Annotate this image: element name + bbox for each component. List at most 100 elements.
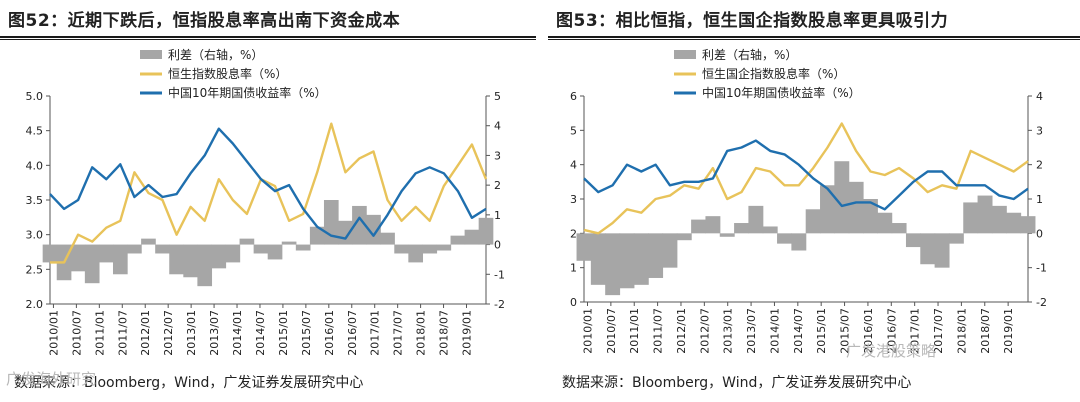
spread-bar bbox=[777, 233, 792, 244]
spread-bar bbox=[98, 244, 114, 263]
spread-bar bbox=[619, 233, 635, 289]
x-tick-label: 2014/07 bbox=[792, 308, 805, 354]
left-tick-label: 5 bbox=[570, 124, 577, 137]
source-note: 数据来源：Bloomberg，Wind，广发证券发展研究中心 bbox=[14, 375, 364, 391]
chart-panel-53: 图53：相比恒指，恒生国企指数股息率更具吸引力 6 5 4 3 2 1 0 4 3 2 1 0 -1 -2… bbox=[548, 0, 1080, 402]
spread-bar bbox=[848, 181, 864, 234]
x-tick-label: 2011/07 bbox=[116, 310, 129, 356]
watermark: 广发海外研究 bbox=[6, 370, 97, 388]
x-tick-label: 2013/07 bbox=[745, 308, 758, 354]
spread-bar bbox=[605, 233, 621, 296]
x-tick-label: 2018/07 bbox=[438, 310, 451, 356]
title-rule-thin bbox=[548, 39, 1080, 40]
spread-bar bbox=[408, 244, 424, 263]
spread-bar bbox=[977, 195, 993, 234]
spread-bar bbox=[805, 209, 821, 234]
dividend-yield-line bbox=[50, 122, 488, 264]
spread-bar bbox=[436, 244, 452, 251]
x-tick-label: 2018/07 bbox=[979, 308, 992, 354]
spread-bar bbox=[791, 233, 807, 251]
left-tick-label: 4.5 bbox=[26, 125, 44, 138]
spread-bar bbox=[309, 226, 325, 245]
spread-bar bbox=[662, 233, 678, 268]
spread-bar bbox=[963, 202, 979, 234]
x-tick-label: 2016/07 bbox=[346, 310, 359, 356]
legend-label: 恒生指数股息率（%） bbox=[168, 66, 287, 81]
x-tick-label: 2015/01 bbox=[815, 308, 828, 354]
spread-bar bbox=[450, 235, 466, 245]
right-tick-label: 1 bbox=[494, 209, 501, 222]
right-tick-label: -2 bbox=[494, 298, 505, 311]
left-tick-label: 4.0 bbox=[26, 159, 44, 172]
left-tick-label: 2.5 bbox=[26, 263, 44, 276]
spread-bar bbox=[633, 233, 649, 285]
right-tick-label: 0 bbox=[494, 239, 501, 252]
x-tick-label: 2013/01 bbox=[185, 310, 198, 356]
spread-bar bbox=[719, 233, 735, 237]
legend-label: 恒生国企指数股息率（%） bbox=[702, 66, 845, 81]
right-tick-label: -1 bbox=[1036, 262, 1047, 275]
x-tick-label: 2012/07 bbox=[698, 308, 711, 354]
spread-bar bbox=[1020, 216, 1036, 234]
right-tick-label: 0 bbox=[1036, 227, 1043, 240]
chart-53: 6 5 4 3 2 1 0 4 3 2 1 0 -1 -2 2010/01 2010/07 2011/01 201… bbox=[570, 47, 1047, 354]
x-tick-label: 2011/07 bbox=[652, 308, 665, 354]
x-tick-label: 2010/07 bbox=[70, 310, 83, 356]
right-tick-label: 4 bbox=[1036, 90, 1043, 103]
legend-label: 利差（右轴，%） bbox=[702, 47, 797, 62]
x-tick-label: 2015/07 bbox=[300, 310, 313, 356]
spread-bar bbox=[127, 244, 142, 254]
x-tick-label: 2012/01 bbox=[139, 310, 152, 356]
right-tick-label: 1 bbox=[1036, 193, 1043, 206]
spread-bar bbox=[183, 244, 198, 278]
spread-bar bbox=[70, 244, 86, 272]
spread-bar bbox=[42, 244, 58, 263]
chart-52: 5.0 4.5 4.0 3.5 3.0 2.5 2.0 5 4 3 2 1 0 -1 -2 2010/01 20… bbox=[26, 47, 505, 356]
spread-bar bbox=[422, 244, 438, 254]
bond-yield-line bbox=[49, 127, 487, 240]
legend-label: 中国10年期国债收益率（%） bbox=[702, 85, 861, 100]
x-tick-label: 2017/07 bbox=[392, 310, 405, 356]
spread-bar bbox=[877, 212, 893, 234]
spread-bar bbox=[948, 233, 964, 244]
left-tick-label: 2.0 bbox=[26, 298, 44, 311]
spread-bar bbox=[380, 232, 395, 245]
left-tick-label: 4 bbox=[570, 159, 577, 172]
x-tick-label: 2016/01 bbox=[862, 308, 875, 354]
legend-swatch-spread bbox=[140, 50, 162, 59]
legend-label: 利差（右轴，%） bbox=[168, 47, 263, 62]
spread-bar bbox=[169, 244, 184, 275]
spread-bar bbox=[891, 223, 907, 234]
right-tick-label: -2 bbox=[1036, 296, 1047, 309]
spread-bar bbox=[366, 214, 381, 245]
spread-bar bbox=[762, 226, 778, 234]
x-tick-label: 2016/07 bbox=[885, 308, 898, 354]
right-tick-label: 3 bbox=[1036, 124, 1043, 137]
right-tick-label: 2 bbox=[494, 179, 501, 192]
right-tick-label: 3 bbox=[494, 149, 501, 162]
x-tick-label: 2010/01 bbox=[47, 310, 60, 356]
spread-bar bbox=[112, 244, 128, 275]
spread-bar bbox=[464, 229, 480, 245]
left-tick-label: 3.0 bbox=[26, 229, 44, 242]
watermark: 广发港股策略 bbox=[846, 342, 937, 360]
x-tick-label: 2014/01 bbox=[768, 308, 781, 354]
left-tick-label: 5.0 bbox=[26, 90, 44, 103]
spread-bar bbox=[748, 205, 764, 234]
spread-bar bbox=[211, 244, 227, 269]
spread-bar bbox=[1006, 212, 1022, 234]
left-tick-label: 3.5 bbox=[26, 194, 44, 207]
left-tick-label: 2 bbox=[570, 227, 577, 240]
x-tick-label: 2012/07 bbox=[162, 310, 175, 356]
x-tick-label: 2017/07 bbox=[932, 308, 945, 354]
source-note: 数据来源：Bloomberg，Wind，广发证券发展研究中心 bbox=[562, 375, 912, 391]
spread-bar bbox=[862, 199, 878, 234]
legend-label: 中国10年期国债收益率（%） bbox=[168, 85, 327, 100]
x-tick-label: 2010/07 bbox=[605, 308, 618, 354]
x-tick-label: 2017/01 bbox=[369, 310, 382, 356]
x-tick-label: 2019/01 bbox=[1002, 308, 1015, 354]
x-tick-label: 2014/07 bbox=[254, 310, 267, 356]
x-tick-label: 2011/01 bbox=[93, 310, 106, 356]
spread-bar bbox=[934, 233, 950, 268]
x-tick-label: 2015/07 bbox=[839, 308, 852, 354]
